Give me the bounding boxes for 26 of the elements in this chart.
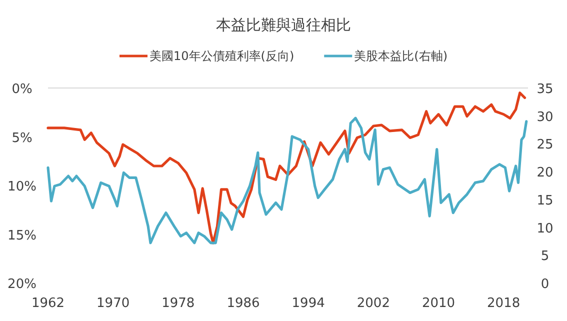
x-tick-label: 2002 — [356, 296, 390, 311]
y2-tick-label: 5 — [540, 249, 550, 264]
y2-tick-label: 20 — [536, 166, 554, 181]
y2-tick-label: 10 — [536, 221, 554, 236]
y2-tick-label: 25 — [536, 138, 554, 153]
y2-tick-label: 35 — [536, 82, 554, 97]
x-tick-label: 1970 — [96, 296, 130, 311]
x-tick-label: 2018 — [487, 296, 520, 311]
line-series — [46, 116, 528, 244]
x-tick-label: 1986 — [226, 296, 260, 311]
y-tick-label: 15% — [8, 228, 36, 244]
y-tick-label: 0% — [12, 82, 32, 97]
y2-tick-label: 15 — [536, 193, 554, 208]
y-tick-label: 5% — [12, 130, 32, 146]
y2-tick-label: 0 — [540, 277, 550, 292]
x-tick-label: 2010 — [422, 296, 456, 311]
legend-label: 美股本益比(右軸) — [354, 49, 448, 63]
x-tick-label: 1978 — [162, 296, 195, 311]
legend-label: 美國10年公債殖利率(反向) — [149, 49, 294, 63]
y-tick-label: 10% — [8, 180, 36, 194]
y2-tick-label: 30 — [536, 110, 554, 125]
line-series — [46, 92, 526, 244]
x-tick-label: 1962 — [31, 296, 65, 311]
chart-title: 本益比難與過往相比 — [216, 16, 351, 34]
x-tick-label: 1994 — [292, 296, 325, 311]
y-tick-label: 20% — [8, 277, 36, 292]
